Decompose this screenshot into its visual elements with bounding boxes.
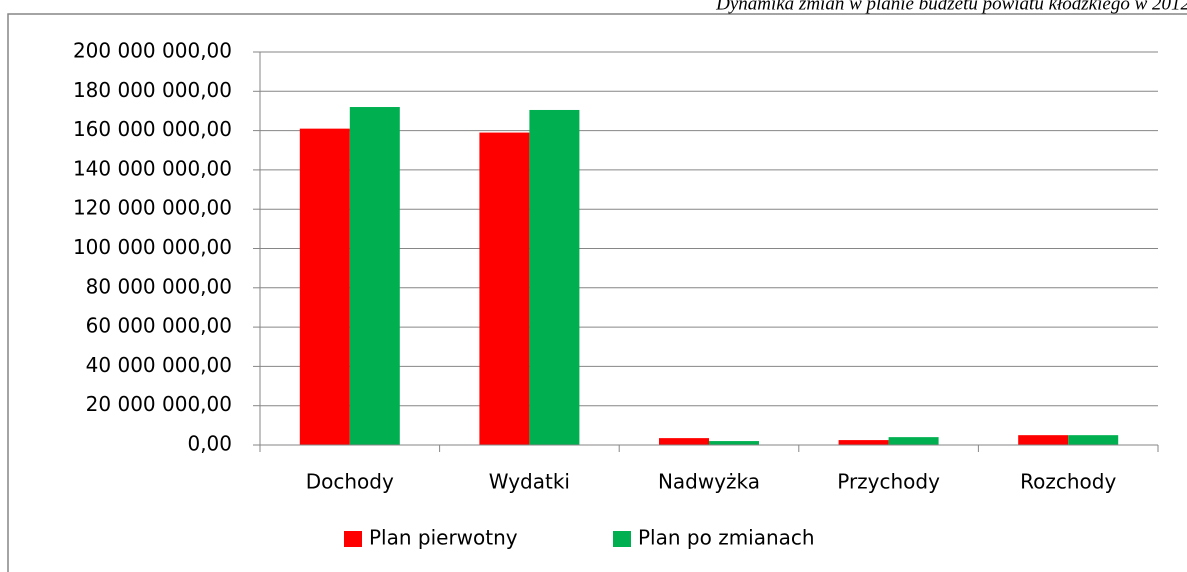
y-tick-label: 100 000 000,00 xyxy=(73,235,232,259)
bar xyxy=(888,437,939,445)
bar xyxy=(1018,435,1069,445)
bar xyxy=(529,109,580,445)
x-tick-label: Nadwyżka xyxy=(658,470,760,494)
bar xyxy=(709,441,759,445)
y-tick-label: 40 000 000,00 xyxy=(86,353,232,377)
x-tick-label: Dochody xyxy=(306,470,394,494)
legend-label: Plan pierwotny xyxy=(369,526,518,550)
legend-swatch xyxy=(344,531,362,547)
bar xyxy=(659,438,709,445)
bar xyxy=(479,132,530,445)
bar xyxy=(1068,435,1119,445)
chart-title: Dynamika zmian w planie budżetu powiatu … xyxy=(715,0,1187,14)
bar xyxy=(838,440,889,445)
y-tick-label: 180 000 000,00 xyxy=(73,78,232,102)
legend-swatch xyxy=(613,531,631,547)
y-tick-label: 60 000 000,00 xyxy=(86,314,232,338)
y-tick-label: 120 000 000,00 xyxy=(73,196,232,220)
y-tick-label: 140 000 000,00 xyxy=(73,156,232,180)
x-tick-label: Rozchody xyxy=(1020,470,1116,494)
y-tick-label: 80 000 000,00 xyxy=(86,274,232,298)
y-tick-label: 20 000 000,00 xyxy=(86,392,232,416)
bar xyxy=(299,128,350,445)
legend-label: Plan po zmianach xyxy=(638,526,815,550)
chart-frame xyxy=(7,13,1187,572)
y-tick-label: 0,00 xyxy=(187,432,232,456)
y-tick-label: 160 000 000,00 xyxy=(73,117,232,141)
y-tick-label: 200 000 000,00 xyxy=(73,39,232,63)
bar xyxy=(349,107,400,446)
x-tick-label: Przychody xyxy=(837,470,940,494)
x-tick-label: Wydatki xyxy=(489,470,570,494)
